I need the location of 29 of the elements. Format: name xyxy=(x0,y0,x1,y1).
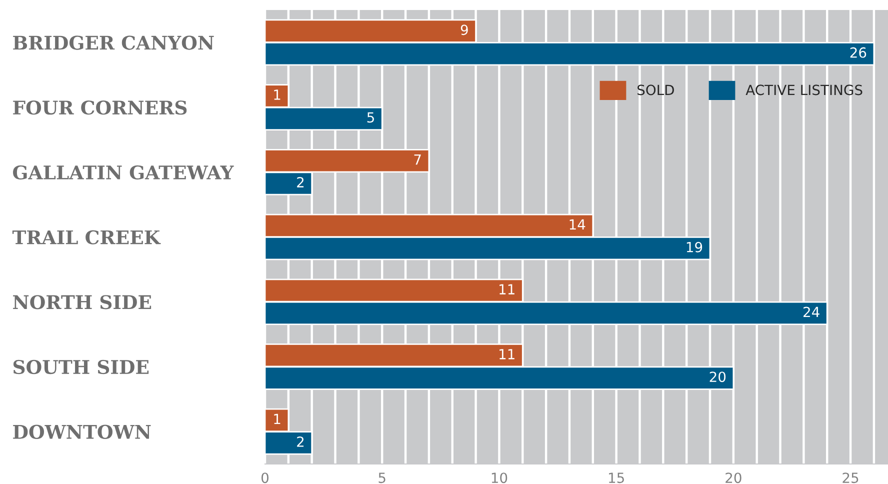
y-tick-label: FOUR CORNERS xyxy=(13,100,187,115)
data-label: 1 xyxy=(274,90,280,100)
data-label: 14 xyxy=(570,219,586,230)
data-label: 1 xyxy=(274,414,280,424)
data-label: 24 xyxy=(804,306,820,318)
legend-label: ACTIVE LISTINGS xyxy=(746,84,862,96)
data-label: 11 xyxy=(500,284,514,294)
data-label: 19 xyxy=(686,242,702,252)
data-label: 2 xyxy=(297,177,304,188)
y-tick-label: TRAIL CREEK xyxy=(12,230,161,244)
x-tick-label: 25 xyxy=(842,472,858,484)
y-tick-label: SOUTH SIDE xyxy=(13,360,149,374)
legend-label: SOLD xyxy=(638,84,674,96)
x-tick-label: 0 xyxy=(261,472,268,484)
y-tick-label: NORTH SIDE xyxy=(13,295,152,310)
data-label: 9 xyxy=(460,24,468,36)
x-tick-label: 20 xyxy=(726,472,742,484)
data-label: 11 xyxy=(500,349,514,360)
x-tick-label: 10 xyxy=(492,472,508,484)
data-label: 7 xyxy=(414,154,421,165)
data-label: 2 xyxy=(297,436,304,447)
y-tick-label: DOWNTOWN xyxy=(13,424,151,439)
data-label: 20 xyxy=(710,372,726,382)
data-label: 5 xyxy=(367,112,374,123)
data-label: 26 xyxy=(850,47,866,58)
x-tick-label: 15 xyxy=(609,472,624,484)
y-tick-label: BRIDGER CANYON xyxy=(13,36,214,50)
y-tick-label: GALLATIN GATEWAY xyxy=(13,165,234,180)
x-tick-label: 5 xyxy=(378,472,386,484)
